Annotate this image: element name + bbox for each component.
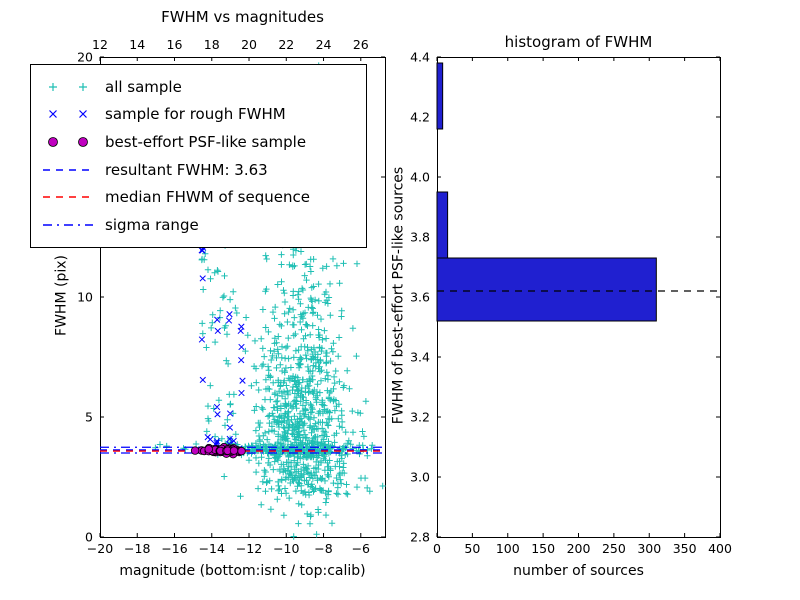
svg-text:200: 200 xyxy=(567,541,591,556)
svg-text:−20: −20 xyxy=(87,541,113,556)
svg-text:100: 100 xyxy=(496,541,520,556)
svg-text:0: 0 xyxy=(433,541,441,556)
svg-text:−18: −18 xyxy=(124,541,150,556)
legend-item-line-0: resultant FWHM: 3.63 xyxy=(41,157,356,183)
svg-text:4.4: 4.4 xyxy=(410,50,430,65)
svg-text:3.8: 3.8 xyxy=(410,230,430,245)
legend-item-series-2-label: best-effort PSF-like sample xyxy=(105,133,307,152)
legend-item-series-1-label: sample for rough FWHM xyxy=(105,105,286,124)
legend-item-line-2-label: sigma range xyxy=(105,216,199,235)
svg-text:−10: −10 xyxy=(273,541,299,556)
legend-item-line-0-glyph xyxy=(43,169,93,171)
legend-item-series-2-glyph xyxy=(48,137,88,148)
svg-text:5: 5 xyxy=(85,410,93,425)
svg-text:−8: −8 xyxy=(314,541,332,556)
tick-marks xyxy=(99,56,721,538)
svg-text:−14: −14 xyxy=(199,541,225,556)
legend-item-line-1-label: median FHWM of sequence xyxy=(105,188,310,207)
legend-item-line-2-glyph xyxy=(43,224,93,226)
legend-item-line-1: median FHWM of sequence xyxy=(41,184,356,210)
svg-text:0: 0 xyxy=(85,530,93,545)
right-ylabel: FWHM of best-effort PSF-like sources xyxy=(390,166,407,425)
svg-text:4.0: 4.0 xyxy=(410,170,430,185)
left-plot-title: FWHM vs magnitudes xyxy=(161,8,324,26)
histogram-bars xyxy=(436,62,657,322)
svg-text:250: 250 xyxy=(602,541,626,556)
svg-text:22: 22 xyxy=(278,37,294,52)
svg-text:20: 20 xyxy=(241,37,257,52)
legend-item-series-0-label: all sample xyxy=(105,77,182,96)
legend-item-line-2: sigma range xyxy=(41,212,356,238)
svg-text:−6: −6 xyxy=(352,541,370,556)
legend-item-series-1-glyph xyxy=(49,110,87,119)
svg-text:3.0: 3.0 xyxy=(410,470,430,485)
svg-text:2.8: 2.8 xyxy=(410,530,430,545)
svg-text:350: 350 xyxy=(673,541,697,556)
svg-text:400: 400 xyxy=(708,541,732,556)
svg-text:26: 26 xyxy=(353,37,369,52)
svg-text:−16: −16 xyxy=(161,541,187,556)
svg-text:10: 10 xyxy=(77,290,93,305)
svg-text:4.2: 4.2 xyxy=(410,110,430,125)
svg-text:12: 12 xyxy=(92,37,108,52)
legend-item-line-1-glyph xyxy=(43,196,93,199)
scatter-series-2 xyxy=(190,443,246,459)
right-plot-title: histogram of FWHM xyxy=(504,33,653,51)
legend-item-line-0-label: resultant FWHM: 3.63 xyxy=(105,160,268,179)
svg-text:20: 20 xyxy=(77,50,93,65)
right-xlabel: number of sources xyxy=(513,563,644,579)
legend-item-series-0: all sample xyxy=(41,74,356,100)
legend-item-series-0-glyph xyxy=(49,82,87,91)
legend-item-series-1: sample for rough FWHM xyxy=(41,101,356,127)
svg-text:150: 150 xyxy=(531,541,555,556)
svg-text:3.4: 3.4 xyxy=(410,350,430,365)
svg-text:300: 300 xyxy=(637,541,661,556)
legend: all sample sample for rough FWHM best-effo… xyxy=(30,64,367,248)
svg-text:24: 24 xyxy=(316,37,332,52)
svg-text:−12: −12 xyxy=(236,541,262,556)
svg-text:18: 18 xyxy=(204,37,220,52)
svg-text:3.2: 3.2 xyxy=(410,410,430,425)
legend-item-series-2: best-effort PSF-like sample xyxy=(41,129,356,155)
svg-text:50: 50 xyxy=(464,541,480,556)
svg-text:14: 14 xyxy=(129,37,145,52)
svg-text:3.6: 3.6 xyxy=(410,290,430,305)
svg-text:16: 16 xyxy=(167,37,183,52)
left-xlabel: magnitude (bottom:isnt / top:calib) xyxy=(119,563,366,579)
